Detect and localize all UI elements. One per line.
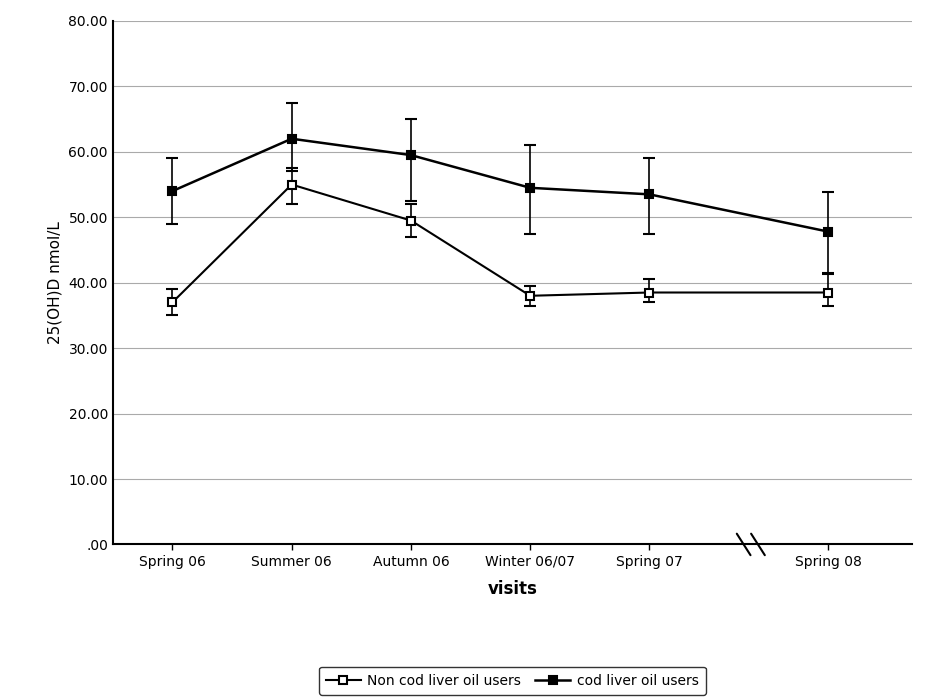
Y-axis label: 25(OH)D nmol/L: 25(OH)D nmol/L xyxy=(48,221,63,344)
X-axis label: visits: visits xyxy=(487,580,538,598)
Legend: Non cod liver oil users, cod liver oil users: Non cod liver oil users, cod liver oil u… xyxy=(319,667,706,695)
